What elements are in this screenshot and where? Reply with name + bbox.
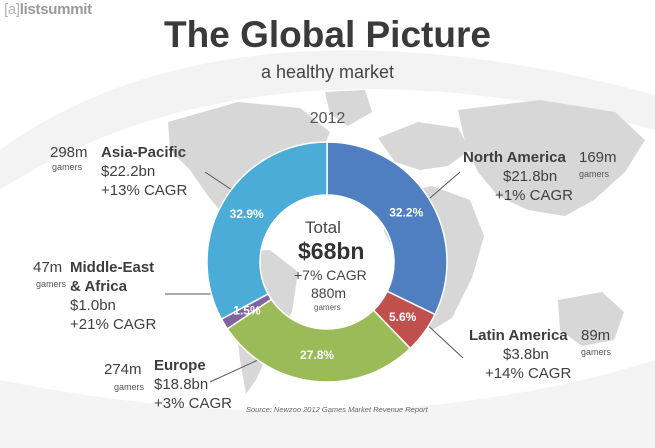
donut-label-north-america: 32.2% bbox=[389, 205, 423, 219]
region-growth: +3% CAGR bbox=[154, 395, 232, 412]
donut-center-growth: +7% CAGR bbox=[294, 267, 367, 283]
region-revenue: $3.8bn bbox=[503, 346, 549, 363]
region-growth: +21% CAGR bbox=[70, 316, 157, 333]
region-name: Asia-Pacific bbox=[101, 144, 187, 161]
donut-label-europe: 27.8% bbox=[300, 348, 334, 362]
chart-year: 2012 bbox=[309, 110, 346, 127]
region-gamers-label: gamers bbox=[581, 347, 612, 357]
region-name: Europe bbox=[154, 357, 206, 374]
logo-text: listsummit bbox=[19, 1, 92, 18]
region-revenue: $1.0bn bbox=[70, 297, 116, 314]
logo: [a]listsummit bbox=[4, 1, 92, 18]
logo-bracket: [a] bbox=[4, 1, 20, 18]
region-gamers-count: 298m bbox=[50, 144, 88, 161]
callout-europe bbox=[209, 359, 259, 383]
region-name: Latin America bbox=[469, 327, 568, 344]
donut-center-value: $68bn bbox=[298, 238, 365, 264]
region-gamers-count: 47m bbox=[33, 259, 63, 276]
region-gamers-label: gamers bbox=[114, 382, 145, 392]
donut-center-gamers: 880m bbox=[311, 285, 347, 301]
donut-center-label: Total bbox=[305, 218, 341, 237]
source-note: Source: Newzoo 2012 Games Market Revenue… bbox=[246, 405, 428, 414]
donut-slice-europe bbox=[226, 298, 412, 383]
region-name-line2: & Africa bbox=[70, 278, 127, 295]
callout-north-america bbox=[429, 171, 461, 199]
page-title: The Global Picture bbox=[164, 14, 491, 55]
region-gamers-label: gamers bbox=[52, 162, 83, 172]
region-growth: +1% CAGR bbox=[495, 187, 573, 204]
region-gamers-label: gamers bbox=[579, 169, 610, 179]
donut-center-gamers-label: gamers bbox=[314, 303, 341, 312]
region-gamers-count: 89m bbox=[581, 327, 611, 344]
region-revenue: $21.8bn bbox=[503, 168, 558, 185]
region-gamers-label: gamers bbox=[36, 279, 67, 289]
region-growth: +14% CAGR bbox=[485, 365, 572, 382]
region-name-line1: Middle-East bbox=[70, 259, 155, 276]
donut-slice-asia-pacific bbox=[206, 141, 328, 321]
page-subtitle: a healthy market bbox=[260, 62, 395, 82]
donut-label-middle-east-africa: 1.5% bbox=[233, 303, 261, 317]
donut-label-asia-pacific: 32.9% bbox=[230, 207, 264, 221]
donut-slice-north-america bbox=[326, 141, 448, 316]
region-revenue: $18.8bn bbox=[154, 376, 209, 393]
region-name: North America bbox=[463, 149, 566, 166]
callout-asia-pacific bbox=[204, 171, 236, 193]
donut-label-latin-america: 5.6% bbox=[389, 310, 417, 324]
region-revenue: $22.2bn bbox=[101, 163, 156, 180]
region-gamers-count: 274m bbox=[104, 361, 142, 378]
region-gamers-count: 169m bbox=[579, 149, 617, 166]
region-growth: +13% CAGR bbox=[101, 182, 188, 199]
